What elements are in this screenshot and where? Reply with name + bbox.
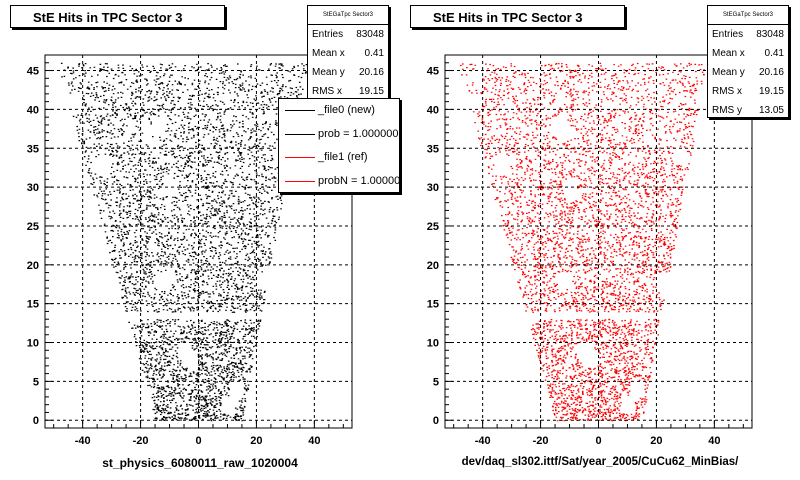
stats-row-mean-x: Mean x 0.41 bbox=[312, 48, 384, 59]
x-axis-caption: st_physics_6080011_raw_1020004 bbox=[102, 456, 298, 470]
legend-entry-file0: _file0 (new) bbox=[279, 99, 399, 123]
stats-row-rms-x: RMS x 19.15 bbox=[312, 86, 384, 97]
y-tick-label: 25 bbox=[427, 221, 439, 233]
y-tick-label: 45 bbox=[427, 66, 439, 78]
x-tick-label: -20 bbox=[533, 435, 549, 447]
stats-box: StEGaTpc Sector3 Entries 83048 Mean x 0.41… bbox=[707, 5, 789, 118]
stats-name: StEGaTpc Sector3 bbox=[308, 6, 388, 25]
y-tick-label: 25 bbox=[27, 221, 39, 233]
y-tick-label: 10 bbox=[27, 338, 39, 350]
x-tick-label: 40 bbox=[708, 435, 720, 447]
stats-name: StEGaTpc Sector3 bbox=[708, 6, 788, 25]
y-tick-label: 45 bbox=[27, 66, 39, 78]
legend-line-icon bbox=[285, 110, 315, 111]
y-tick-label: 20 bbox=[427, 260, 439, 272]
legend-line-icon bbox=[285, 157, 315, 158]
hit-points bbox=[60, 62, 308, 422]
y-tick-label: 35 bbox=[27, 143, 39, 155]
stats-row-entries: Entries 83048 bbox=[312, 29, 384, 40]
x-tick-label: -40 bbox=[75, 435, 91, 447]
x-tick-label: 20 bbox=[650, 435, 662, 447]
stats-row-mean-y: Mean y 20.16 bbox=[312, 67, 384, 78]
hit-points bbox=[460, 62, 705, 422]
x-tick-label: 0 bbox=[195, 435, 201, 447]
plot-title: StE Hits in TPC Sector 3 bbox=[410, 5, 625, 28]
stats-row-rms-x: RMS x 19.15 bbox=[712, 86, 784, 97]
y-tick-label: 20 bbox=[27, 260, 39, 272]
x-tick-label: -20 bbox=[133, 435, 149, 447]
x-tick-label: 40 bbox=[308, 435, 320, 447]
y-tick-label: 5 bbox=[33, 376, 39, 388]
y-tick-label: 30 bbox=[27, 182, 39, 194]
stats-box: StEGaTpc Sector3 Entries 83048 Mean x 0.41… bbox=[307, 5, 389, 99]
y-tick-label: 40 bbox=[427, 104, 439, 116]
x-tick-label: 0 bbox=[595, 435, 601, 447]
y-tick-label: 0 bbox=[33, 415, 39, 427]
hit-point-cloud bbox=[60, 62, 308, 422]
y-tick-label: 15 bbox=[427, 299, 439, 311]
x-axis-caption: dev/daq_sl302.ittf/Sat/year_2005/CuCu62_… bbox=[461, 456, 739, 468]
y-tick-label: 10 bbox=[427, 338, 439, 350]
stats-row-mean-y: Mean y 20.16 bbox=[712, 67, 784, 78]
left-histogram-pad: -40 -20 0 20 40 0 5 10 15 20 25 30 35 40 45 StE Hits i… bbox=[10, 5, 400, 470]
stats-row-rms-y: RMS y 13.05 bbox=[712, 105, 784, 116]
y-tick-label: 15 bbox=[27, 299, 39, 311]
stats-row-entries: Entries 83048 bbox=[712, 29, 784, 40]
hit-point-cloud bbox=[460, 62, 705, 422]
left-scatter-plot: -40 -20 0 20 40 0 5 10 15 20 25 30 35 40 45 bbox=[27, 54, 353, 447]
legend: _file0 (new) prob = 1.000000 _file1 (ref… bbox=[278, 98, 400, 193]
y-tick-label: 0 bbox=[433, 415, 439, 427]
plot-title: StE Hits in TPC Sector 3 bbox=[10, 5, 225, 28]
legend-entry-file1: _file1 (ref) bbox=[279, 146, 399, 170]
y-tick-label: 30 bbox=[427, 182, 439, 194]
legend-line-icon bbox=[285, 133, 315, 135]
legend-entry-prob: prob = 1.000000 bbox=[279, 123, 399, 147]
y-tick-label: 40 bbox=[27, 104, 39, 116]
x-tick-label: -40 bbox=[475, 435, 491, 447]
legend-entry-probn: probN = 1.000000 bbox=[279, 170, 399, 193]
x-tick-label: 20 bbox=[250, 435, 262, 447]
legend-line-icon bbox=[285, 180, 315, 182]
right-histogram-pad: -40 -20 0 20 40 0 5 10 15 20 25 30 35 40 45 StE Hits i… bbox=[400, 0, 800, 480]
y-tick-label: 35 bbox=[427, 143, 439, 155]
stats-row-mean-x: Mean x 0.41 bbox=[712, 48, 784, 59]
y-tick-label: 5 bbox=[433, 376, 439, 388]
